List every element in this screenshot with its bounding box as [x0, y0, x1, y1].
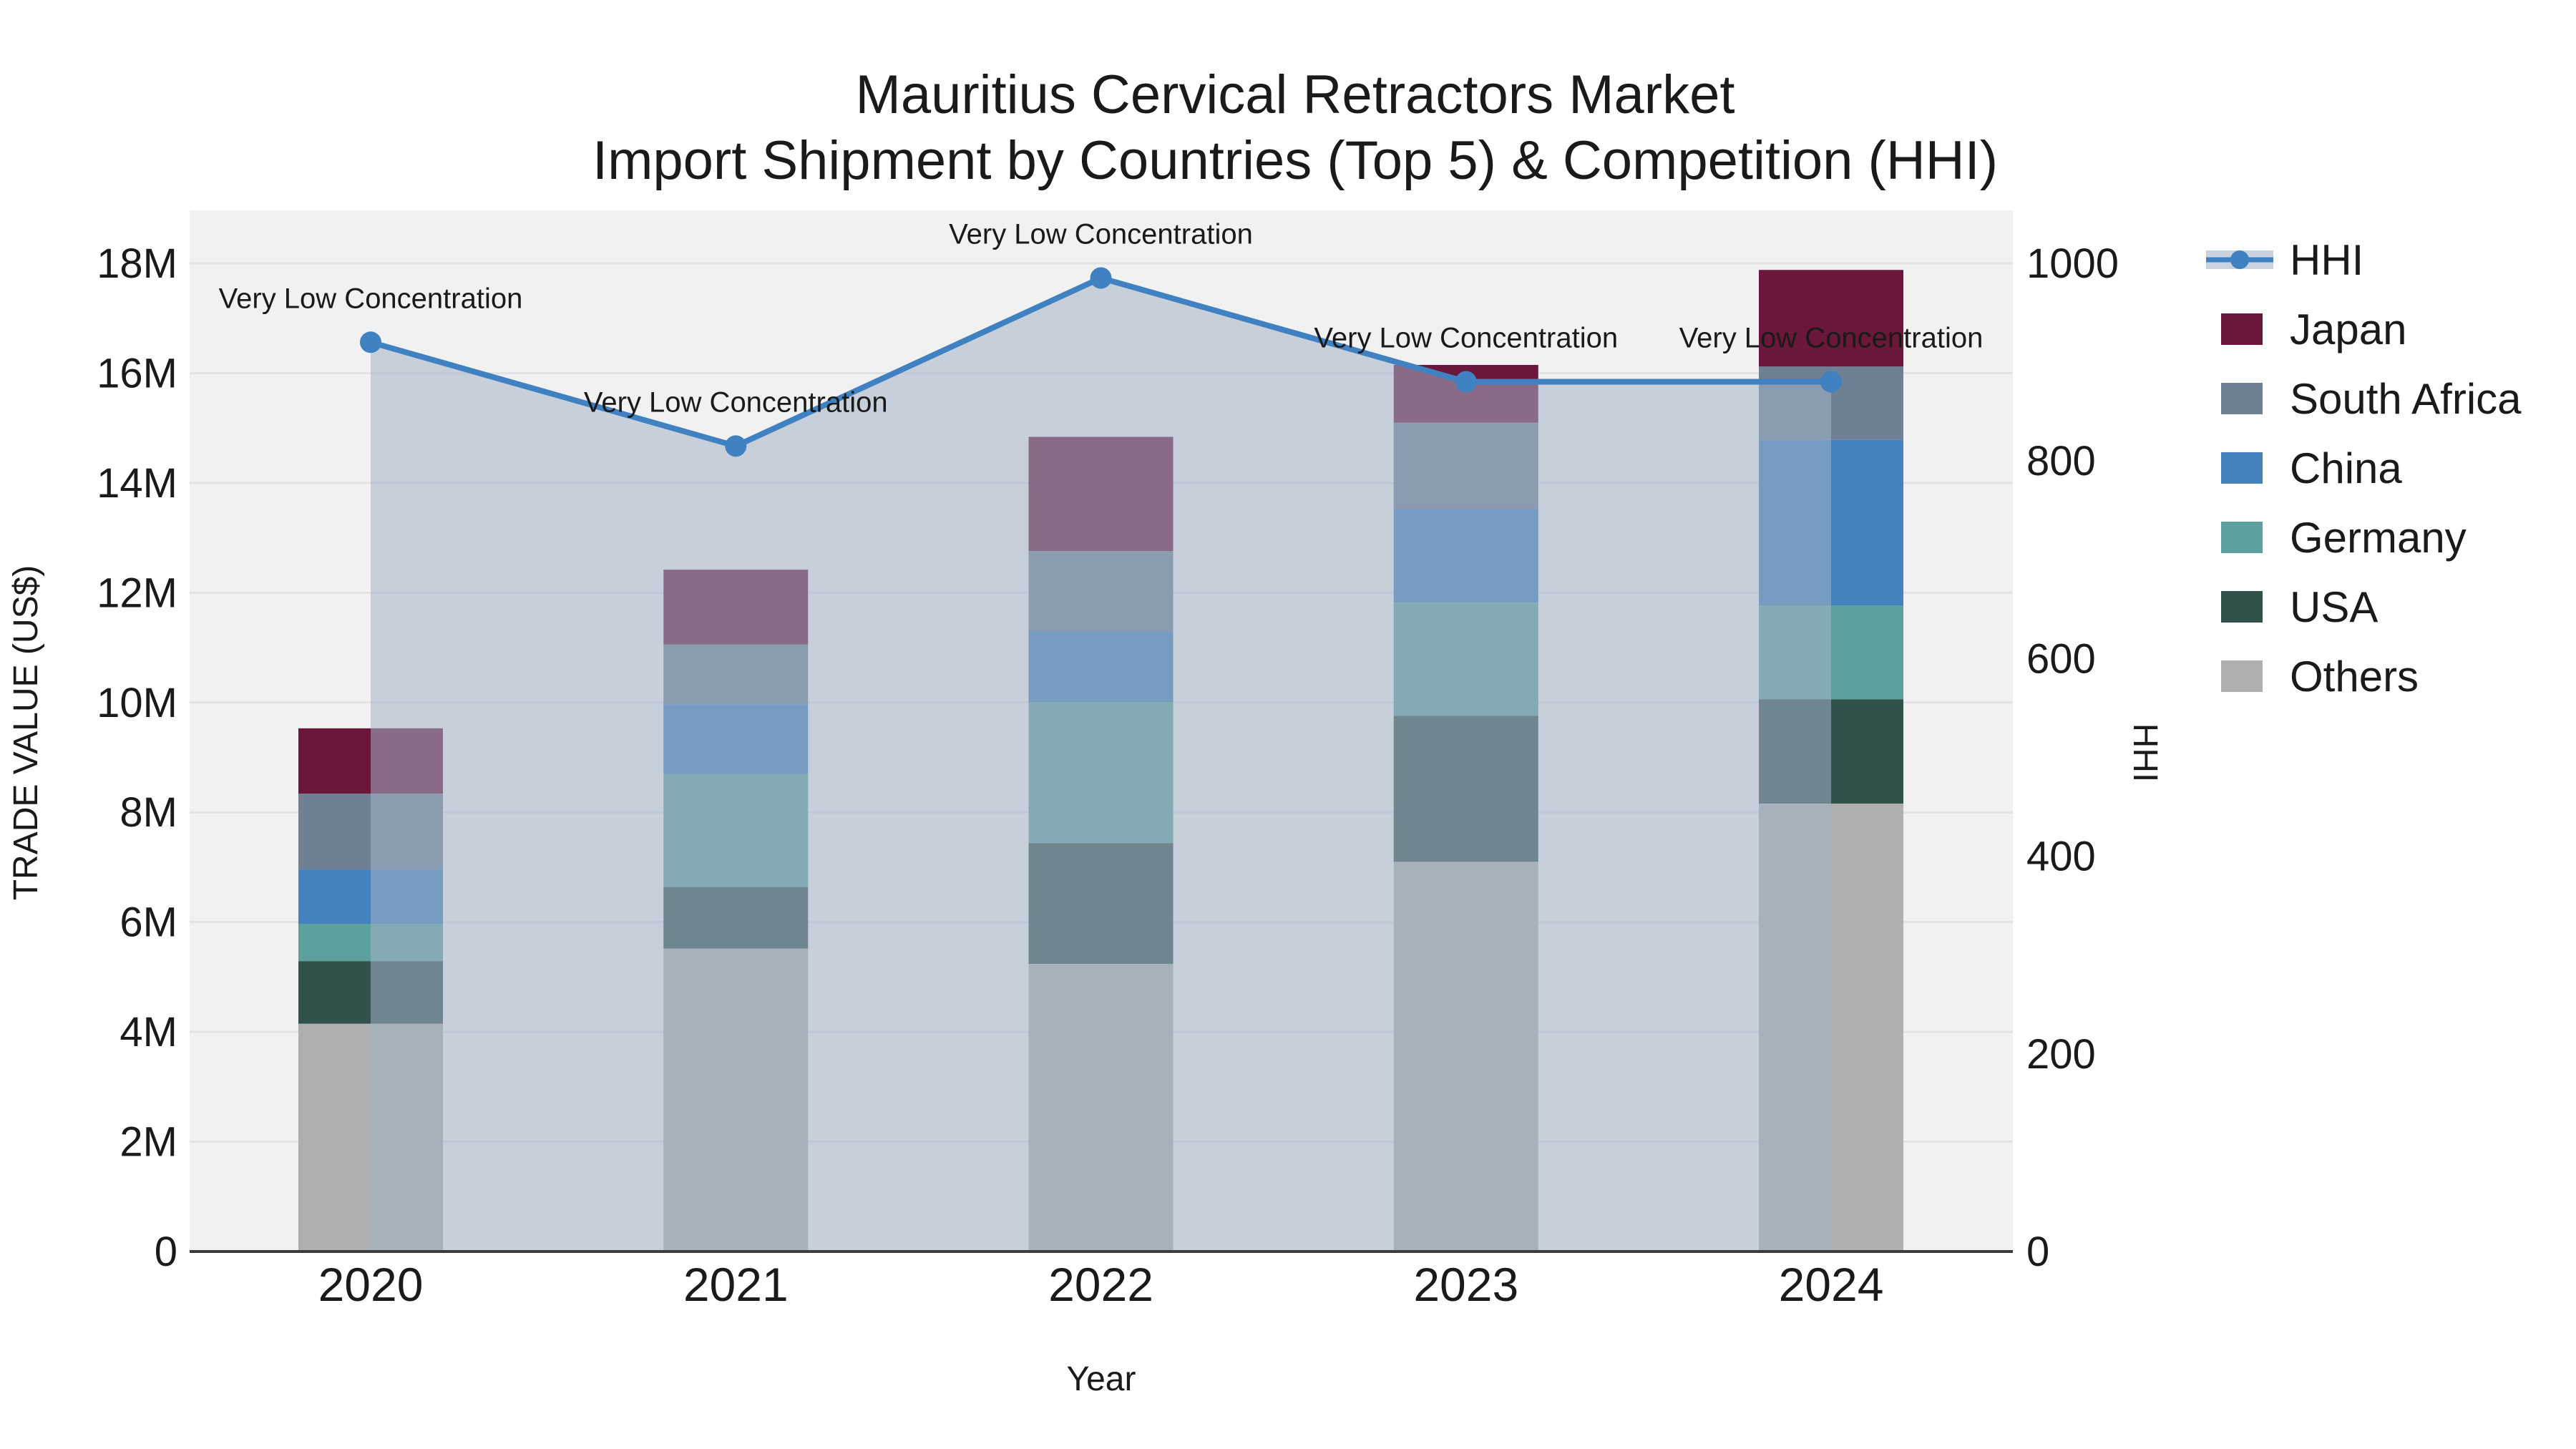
- legend-item-usa[interactable]: USA: [2221, 583, 2378, 631]
- legend-color-swatch: [2221, 383, 2263, 414]
- legend-color-swatch: [2221, 313, 2263, 345]
- plot-layer: Very Low Concentration Very Low Concentra…: [97, 210, 2119, 1311]
- y-left-tick: 2M: [119, 1119, 177, 1166]
- y-left-tick: 6M: [119, 899, 177, 946]
- legend-item-hhi[interactable]: HHI: [2206, 236, 2363, 284]
- legend-item-china[interactable]: China: [2221, 444, 2402, 492]
- legend-item-others[interactable]: Others: [2221, 653, 2419, 701]
- y-left-tick: 12M: [97, 570, 177, 616]
- y-left-tick: 18M: [97, 240, 177, 287]
- y-right-tick: 400: [2026, 834, 2096, 880]
- legend-label: Others: [2290, 653, 2419, 701]
- bar-segment-japan-2024[interactable]: [1759, 270, 1903, 367]
- y-left-tick: 4M: [119, 1009, 177, 1055]
- x-axis-title: Year: [1067, 1360, 1136, 1398]
- hhi-point-2022[interactable]: [1090, 267, 1112, 289]
- hhi-point-2023[interactable]: [1455, 371, 1477, 393]
- y-left-axis-title: TRADE VALUE (US$): [7, 565, 45, 901]
- chart-title-line1: Mauritius Cervical Retractors Market: [856, 64, 1735, 125]
- annotation-2021: Very Low Concentration: [584, 386, 888, 418]
- x-tick-2021: 2021: [683, 1258, 789, 1311]
- legend-item-germany[interactable]: Germany: [2221, 514, 2467, 562]
- hhi-point-2020[interactable]: [360, 331, 381, 353]
- chart-legend: HHI Japan South Africa China Germany USA Other…: [2206, 236, 2522, 701]
- legend-label: China: [2290, 444, 2402, 492]
- y-right-tick: 0: [2026, 1229, 2049, 1275]
- y-right-axis-title: HHI: [2126, 723, 2164, 783]
- y-left-tick: 10M: [97, 680, 177, 726]
- legend-item-south-africa[interactable]: South Africa: [2221, 375, 2522, 423]
- y-left-tick: 0: [155, 1229, 177, 1275]
- y-left-tick: 8M: [119, 789, 177, 836]
- legend-label: Germany: [2290, 514, 2467, 562]
- x-tick-2023: 2023: [1413, 1258, 1518, 1311]
- legend-label: USA: [2290, 583, 2378, 631]
- y-right-tick: 800: [2026, 438, 2096, 484]
- chart-title-line2: Import Shipment by Countries (Top 5) & C…: [592, 130, 1998, 191]
- legend-label: Japan: [2290, 306, 2406, 353]
- legend-color-swatch: [2221, 660, 2263, 692]
- annotation-2022: Very Low Concentration: [949, 219, 1253, 250]
- legend-hhi-marker-swatch: [2230, 250, 2249, 269]
- y-left-tick: 16M: [97, 350, 177, 396]
- x-tick-2020: 2020: [318, 1258, 424, 1311]
- x-tick-2024: 2024: [1779, 1258, 1884, 1311]
- x-tick-2022: 2022: [1048, 1258, 1153, 1311]
- y-left-tick: 14M: [97, 460, 177, 507]
- legend-label: South Africa: [2290, 375, 2522, 423]
- annotation-2020: Very Low Concentration: [219, 283, 523, 314]
- annotation-2023: Very Low Concentration: [1314, 323, 1618, 354]
- legend-label: HHI: [2290, 236, 2363, 284]
- legend-item-japan[interactable]: Japan: [2221, 306, 2406, 353]
- hhi-area-fill: [371, 278, 1831, 1252]
- legend-color-swatch: [2221, 522, 2263, 553]
- y-right-tick: 1000: [2026, 240, 2119, 287]
- legend-color-swatch: [2221, 591, 2263, 623]
- y-right-tick: 200: [2026, 1031, 2096, 1078]
- legend-color-swatch: [2221, 452, 2263, 484]
- hhi-point-2021[interactable]: [725, 435, 747, 457]
- hhi-point-2024[interactable]: [1820, 371, 1842, 393]
- annotation-2024: Very Low Concentration: [1679, 323, 1984, 354]
- y-right-tick: 600: [2026, 635, 2096, 682]
